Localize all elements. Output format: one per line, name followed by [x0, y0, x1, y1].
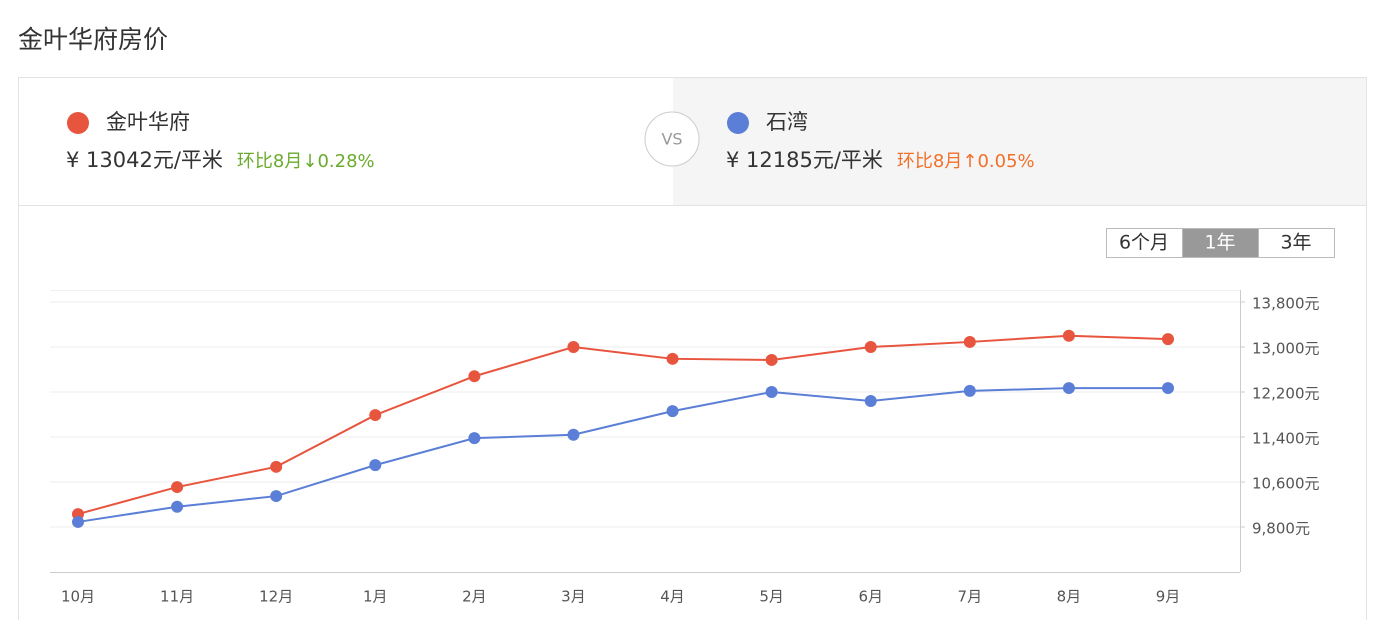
- tab-label[interactable]: 6个月: [1119, 232, 1169, 254]
- legend-name: 石湾: [766, 110, 808, 134]
- price: ¥ 13042元/平米: [66, 148, 223, 172]
- y-tick-label: 9,800元: [1252, 520, 1310, 538]
- tab-label[interactable]: 3年: [1280, 232, 1311, 254]
- x-tick-label: 6月: [858, 588, 883, 606]
- x-tick-label: 1月: [363, 588, 388, 606]
- x-tick-label: 7月: [958, 588, 983, 606]
- y-tick-label: 13,800元: [1252, 295, 1320, 313]
- vs-badge: [644, 111, 700, 167]
- vs-text: VS: [661, 130, 682, 149]
- tab-label[interactable]: 1年: [1204, 232, 1235, 254]
- point: [1162, 333, 1174, 346]
- point: [72, 515, 84, 528]
- point: [468, 370, 481, 383]
- compare-right-bg: [673, 78, 1366, 205]
- x-tick-label: 2月: [462, 588, 487, 606]
- x-tick-label: 4月: [660, 588, 685, 606]
- point: [369, 459, 382, 472]
- x-tick-label: 3月: [561, 588, 586, 606]
- chart: 9,800元 10,600元 11,400元 12,200元 13,000元 13,800…: [50, 290, 1320, 606]
- y-tick-label: 10,600元: [1252, 475, 1320, 493]
- page-title: 金叶华府房价: [18, 25, 168, 54]
- y-tick-label: 11,400元: [1252, 430, 1320, 448]
- tab[interactable]: [1258, 228, 1335, 258]
- point: [1062, 382, 1075, 395]
- point: [864, 395, 877, 407]
- point: [864, 341, 877, 353]
- point: [1162, 382, 1174, 395]
- point: [270, 460, 283, 473]
- point: [1062, 329, 1075, 342]
- x-tick-label: 5月: [759, 588, 784, 606]
- point: [468, 432, 481, 445]
- x-tick-label: 12月: [259, 588, 293, 606]
- point: [963, 384, 976, 397]
- change: 环比8月↑0.05%: [897, 151, 1035, 172]
- point: [369, 409, 382, 422]
- point: [567, 341, 580, 353]
- x-tick-label: 8月: [1057, 588, 1082, 606]
- legend-dot: [727, 112, 749, 134]
- y-tick-label: 13,000元: [1252, 340, 1320, 358]
- point: [666, 352, 679, 365]
- legend-name: 金叶华府: [106, 110, 190, 134]
- series-line: [77, 387, 1168, 523]
- x-tick-label: 10月: [61, 588, 95, 606]
- point: [171, 481, 184, 494]
- range-tabs: 6个月 1年 3年: [1106, 228, 1335, 258]
- series-line: [77, 334, 1169, 516]
- point: [963, 335, 976, 348]
- legend-dot: [67, 112, 89, 134]
- tab[interactable]: [1182, 228, 1259, 258]
- compare: 金叶华府 ¥ 13042元/平米 环比8月↓0.28% 石湾 ¥ 12185元/平米 环比…: [66, 110, 1035, 172]
- x-tick-label: 9月: [1156, 588, 1181, 606]
- point: [171, 500, 184, 513]
- point: [765, 386, 778, 398]
- point: [270, 490, 283, 503]
- point: [765, 353, 778, 366]
- price: ¥ 12185元/平米: [726, 148, 883, 172]
- change: 环比8月↓0.28%: [237, 151, 375, 172]
- x-tick-label: 11月: [160, 588, 194, 606]
- point: [567, 428, 580, 441]
- y-tick-label: 12,200元: [1252, 385, 1320, 403]
- point: [666, 405, 679, 418]
